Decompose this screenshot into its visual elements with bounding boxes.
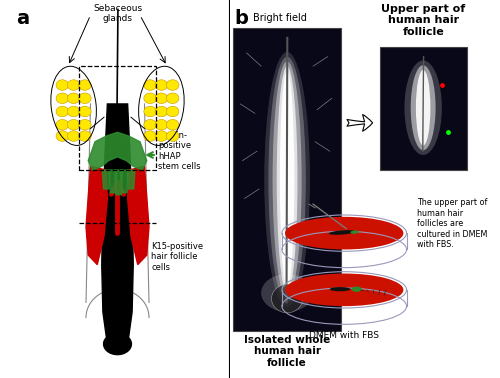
- Circle shape: [166, 106, 179, 117]
- Circle shape: [78, 80, 91, 90]
- Ellipse shape: [264, 52, 310, 307]
- Circle shape: [155, 131, 168, 141]
- Ellipse shape: [276, 66, 297, 293]
- Polygon shape: [120, 170, 128, 193]
- Ellipse shape: [416, 70, 430, 146]
- Text: Sebaceous
glands: Sebaceous glands: [93, 4, 142, 23]
- Bar: [233, 28, 341, 331]
- Ellipse shape: [272, 61, 302, 298]
- Circle shape: [68, 131, 80, 141]
- Polygon shape: [102, 170, 110, 189]
- Ellipse shape: [350, 230, 359, 234]
- Ellipse shape: [285, 217, 404, 249]
- Circle shape: [144, 93, 156, 104]
- Text: The upper part of
human hair
follicles are
cultured in DMEM
with FBS.: The upper part of human hair follicles a…: [417, 198, 488, 249]
- Text: Upper part of
human hair
follicle: Upper part of human hair follicle: [381, 4, 466, 37]
- Circle shape: [166, 131, 179, 141]
- Ellipse shape: [280, 71, 294, 288]
- Circle shape: [155, 106, 168, 117]
- Circle shape: [68, 80, 80, 90]
- Bar: [380, 47, 467, 170]
- Circle shape: [166, 119, 179, 130]
- Ellipse shape: [404, 60, 442, 155]
- Circle shape: [155, 93, 168, 104]
- Polygon shape: [109, 170, 117, 193]
- Text: nestin-
positive
hHAP
stem cells: nestin- positive hHAP stem cells: [158, 131, 200, 171]
- Polygon shape: [128, 166, 149, 265]
- Circle shape: [144, 131, 156, 141]
- Circle shape: [155, 119, 168, 130]
- Circle shape: [155, 80, 168, 90]
- Text: Isolated whole
human hair
follicle: Isolated whole human hair follicle: [244, 335, 330, 368]
- Ellipse shape: [272, 284, 302, 313]
- Ellipse shape: [410, 65, 436, 150]
- Polygon shape: [127, 170, 135, 189]
- Text: a: a: [16, 9, 30, 28]
- Ellipse shape: [330, 287, 350, 291]
- Polygon shape: [88, 132, 147, 170]
- Circle shape: [78, 93, 91, 104]
- Ellipse shape: [103, 333, 132, 355]
- Circle shape: [144, 80, 156, 90]
- Circle shape: [56, 131, 68, 141]
- Circle shape: [78, 106, 91, 117]
- Text: K15-positive
hair follicle
cells: K15-positive hair follicle cells: [151, 242, 204, 272]
- Circle shape: [68, 119, 80, 130]
- Circle shape: [166, 80, 179, 90]
- Bar: [79, 66, 156, 170]
- Ellipse shape: [268, 57, 306, 302]
- Circle shape: [144, 106, 156, 117]
- Circle shape: [68, 93, 80, 104]
- Circle shape: [144, 119, 156, 130]
- Circle shape: [56, 80, 68, 90]
- Circle shape: [166, 93, 179, 104]
- Circle shape: [68, 106, 80, 117]
- Circle shape: [56, 119, 68, 130]
- Ellipse shape: [352, 287, 362, 292]
- Text: DMEM with FBS: DMEM with FBS: [309, 331, 379, 340]
- Ellipse shape: [328, 230, 355, 235]
- Text: b: b: [234, 9, 248, 28]
- Circle shape: [56, 106, 68, 117]
- Circle shape: [78, 131, 91, 141]
- Polygon shape: [86, 166, 108, 265]
- Circle shape: [56, 93, 68, 104]
- Ellipse shape: [285, 274, 404, 306]
- Circle shape: [78, 119, 91, 130]
- Text: Bright field: Bright field: [253, 13, 306, 23]
- Ellipse shape: [261, 274, 313, 312]
- Polygon shape: [114, 170, 122, 195]
- Polygon shape: [102, 104, 133, 350]
